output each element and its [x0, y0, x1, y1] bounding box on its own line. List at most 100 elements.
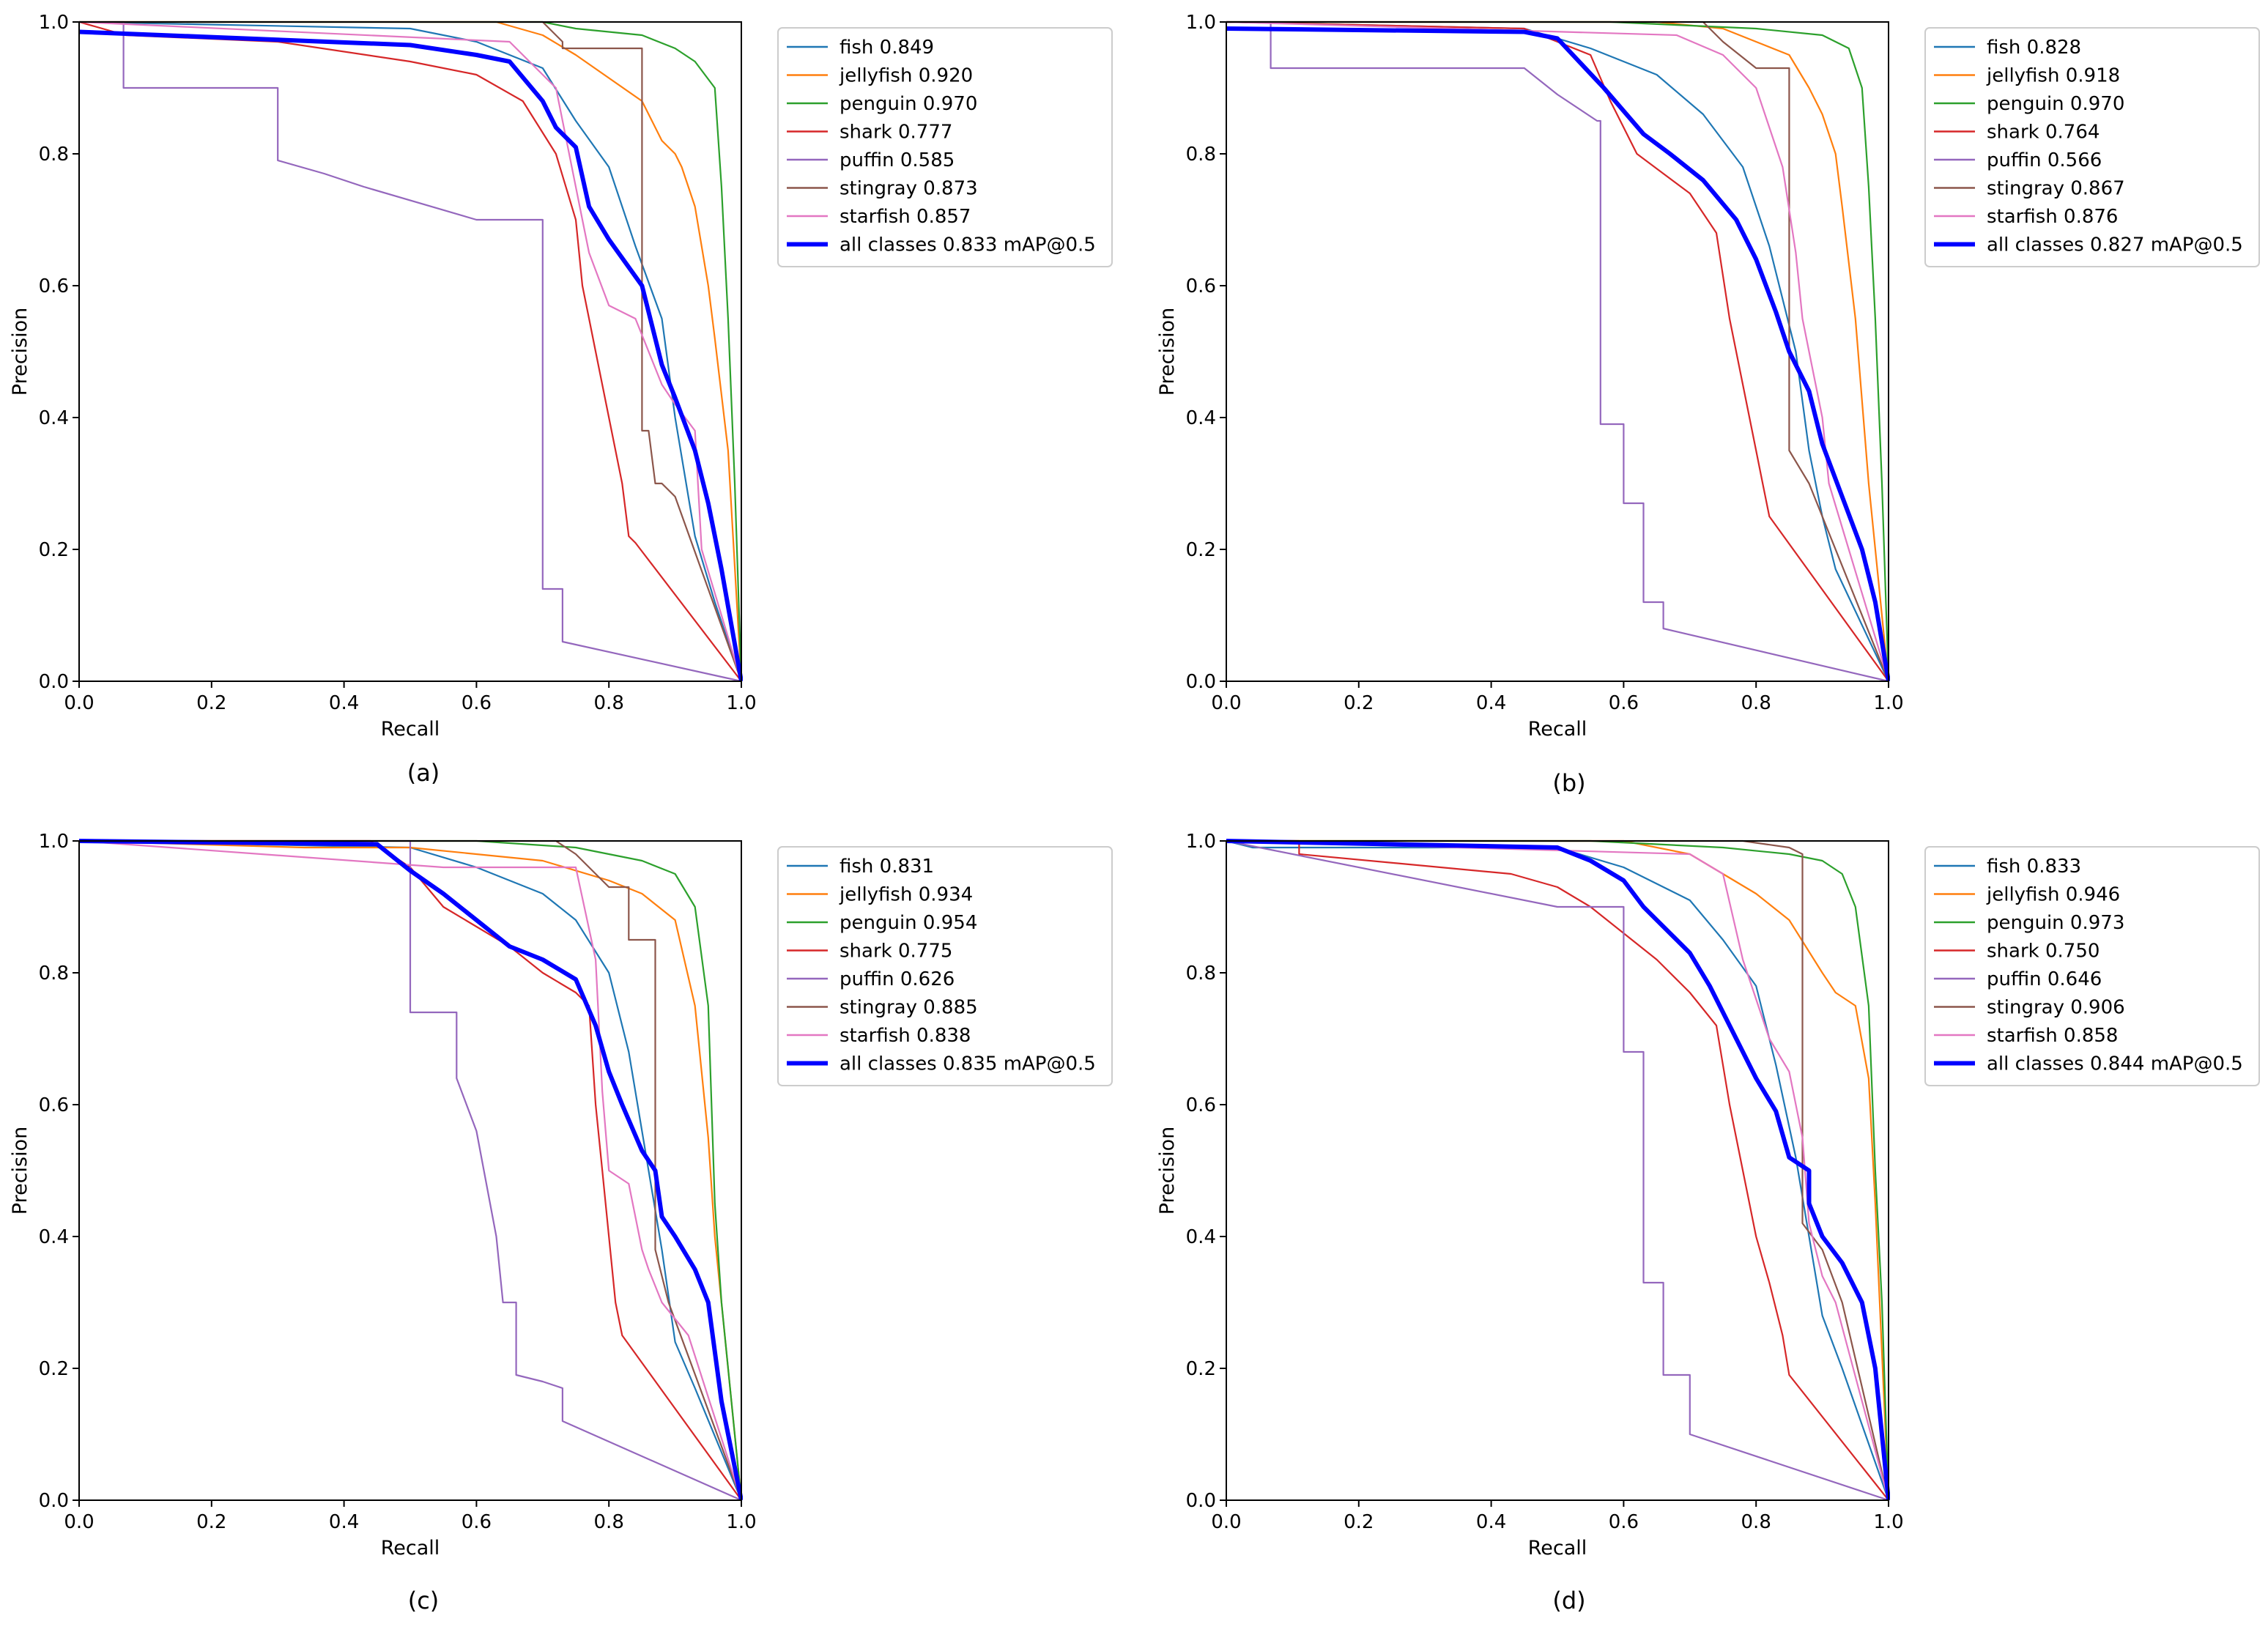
y-tick-label: 1.0 [39, 12, 69, 34]
series-line-puffin [1226, 839, 1889, 1502]
x-tick-label: 0.8 [594, 1511, 624, 1533]
chart-panel-c: 0.0 0.2 0.4 0.6 0.8 1.0 0.0 0.2 0.4 0.6 0.8 1.0 Reca… [9, 831, 1113, 1614]
series-line-fish [1226, 21, 1889, 682]
legend-label-fish: fish 0.849 [840, 37, 934, 59]
series-line-penguin [1226, 21, 1890, 682]
x-tick-label: 0.4 [329, 1511, 359, 1533]
x-tick-label: 0.8 [1741, 1511, 1771, 1533]
y-tick-label: 0.6 [1186, 1094, 1216, 1116]
series-line-all-classes [78, 839, 743, 1501]
series-group [1226, 839, 1890, 1502]
legend-label-all: all classes 0.833 mAP@0.5 [840, 234, 1096, 256]
y-tick-label: 0.4 [1186, 1226, 1216, 1248]
x-tick-label: 0.6 [462, 1511, 492, 1533]
y-tick-label: 0.4 [39, 1226, 69, 1248]
axes-frame [1226, 840, 1889, 1501]
legend-label-stingray: stingray 0.873 [840, 178, 978, 200]
axes-frame [78, 840, 742, 1501]
legend-label-jellyfish: jellyfish 0.918 [1986, 65, 2120, 87]
series-line-puffin [1226, 21, 1889, 683]
x-axis-label: Recall [381, 718, 440, 741]
axes-frame [1226, 21, 1889, 682]
legend-label-all: all classes 0.827 mAP@0.5 [1987, 234, 2243, 256]
y-tick-label: 0.6 [1186, 275, 1216, 297]
y-tick-label: 1.0 [39, 831, 69, 853]
y-tick-label: 0.2 [39, 1358, 69, 1380]
y-tick-label: 0.0 [39, 1490, 69, 1512]
series-line-starfish [78, 839, 743, 1501]
y-tick-label: 0.4 [39, 407, 69, 429]
legend-label-puffin: puffin 0.585 [840, 149, 955, 171]
legend-label-puffin: puffin 0.626 [840, 968, 955, 990]
x-tick-label: 0.4 [329, 692, 359, 714]
series-line-stingray [79, 839, 743, 1501]
series-line-starfish [1226, 839, 1890, 1501]
legend-label-fish: fish 0.828 [1987, 37, 2081, 59]
series-group [1226, 21, 1890, 683]
chart-panel-b: 0.0 0.2 0.4 0.6 0.8 1.0 0.0 0.2 0.4 0.6 0.8 1.0 Reca… [1156, 12, 2260, 797]
legend-label-starfish: starfish 0.857 [840, 206, 971, 228]
y-tick-label: 1.0 [1186, 831, 1216, 853]
legend-label-penguin: penguin 0.970 [840, 93, 977, 115]
panel-caption: (b) [1552, 769, 1585, 797]
x-tick-label: 0.8 [594, 692, 624, 714]
x-tick-label: 0.2 [196, 692, 226, 714]
series-line-shark [1226, 839, 1889, 1501]
x-tick-label: 0.0 [64, 692, 94, 714]
x-tick-label: 0.2 [196, 1511, 226, 1533]
legend-label-shark: shark 0.775 [840, 941, 952, 963]
series-group [78, 21, 743, 683]
series-line-all-classes [1226, 839, 1890, 1501]
legend-box [777, 846, 1113, 1086]
panel-caption: (d) [1552, 1587, 1585, 1614]
legend-label-starfish: starfish 0.858 [1987, 1025, 2118, 1047]
x-axis-label: Recall [1528, 718, 1587, 741]
series-line-all-classes [1226, 26, 1890, 682]
series-line-stingray [1226, 839, 1890, 1501]
chart-panel-a: 0.0 0.2 0.4 0.6 0.8 1.0 0.0 0.2 0.4 0.6 0.8 1.0 Reca… [9, 12, 1113, 787]
legend-label-stingray: stingray 0.906 [1987, 997, 2125, 1019]
series-line-stingray [79, 21, 743, 682]
series-line-penguin [79, 21, 743, 682]
series-line-fish [1226, 839, 1890, 1501]
x-tick-label: 0.8 [1741, 692, 1771, 714]
y-axis-label: Precision [1156, 308, 1179, 396]
legend-label-puffin: puffin 0.646 [1987, 968, 2102, 990]
series-line-puffin [79, 21, 742, 683]
y-tick-label: 0.0 [1186, 1490, 1216, 1512]
series-line-starfish [1226, 21, 1890, 682]
y-axis-label: Precision [9, 1127, 32, 1215]
legend-label-fish: fish 0.831 [840, 856, 934, 878]
series-line-penguin [79, 839, 743, 1501]
legend-label-shark: shark 0.777 [840, 122, 952, 144]
legend-label-jellyfish: jellyfish 0.946 [1986, 884, 2120, 906]
x-tick-label: 0.2 [1344, 1511, 1374, 1533]
x-axis-label: Recall [1528, 1537, 1587, 1560]
legend-label-penguin: penguin 0.954 [840, 912, 977, 934]
series-line-fish [78, 839, 743, 1501]
x-tick-label: 0.0 [1211, 692, 1241, 714]
series-group [78, 839, 743, 1502]
x-tick-label: 1.0 [726, 692, 756, 714]
legend-box [1924, 27, 2260, 267]
y-tick-label: 0.0 [1186, 671, 1216, 693]
legend-label-shark: shark 0.764 [1987, 122, 2100, 144]
legend-label-penguin: penguin 0.973 [1987, 912, 2124, 934]
y-axis-label: Precision [1156, 1127, 1179, 1215]
legend-label-puffin: puffin 0.566 [1987, 149, 2102, 171]
legend-label-all: all classes 0.835 mAP@0.5 [840, 1053, 1096, 1075]
y-tick-label: 0.8 [39, 963, 69, 985]
legend-label-jellyfish: jellyfish 0.934 [839, 884, 973, 906]
series-line-shark [1226, 21, 1889, 682]
legend-box [777, 27, 1113, 267]
series-line-stingray [1226, 21, 1890, 682]
series-line-shark [78, 21, 742, 682]
y-tick-label: 0.8 [39, 144, 69, 166]
x-tick-label: 0.2 [1344, 692, 1374, 714]
series-line-puffin [79, 839, 742, 1502]
legend-label-fish: fish 0.833 [1987, 856, 2081, 878]
x-tick-label: 0.6 [1609, 692, 1639, 714]
legend-label-all: all classes 0.844 mAP@0.5 [1987, 1053, 2243, 1075]
y-tick-label: 0.6 [39, 1094, 69, 1116]
